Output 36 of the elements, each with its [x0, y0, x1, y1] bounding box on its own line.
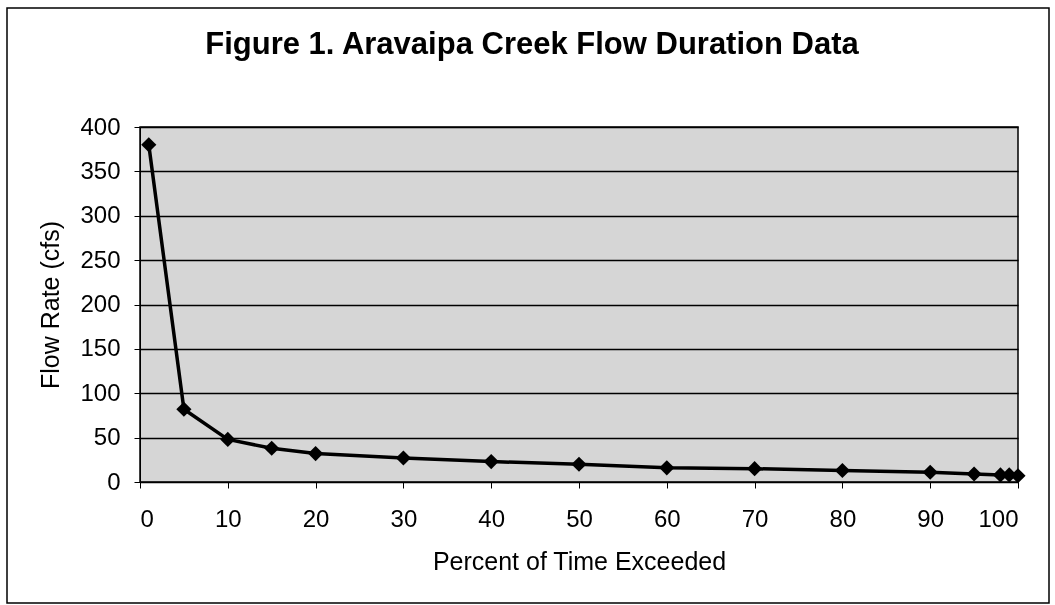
- point: [659, 460, 675, 476]
- point: [571, 456, 587, 472]
- y-axis-title: Flow Rate (cfs): [36, 220, 65, 390]
- x-tick-label: 20: [302, 504, 330, 532]
- x-tick-label: 40: [478, 504, 506, 532]
- chart-title: Figure 1. Aravaipa Creek Flow Duration Data: [205, 25, 860, 61]
- point: [834, 462, 850, 479]
- x-tick-label: 10: [214, 504, 242, 532]
- x-tick-label: 0: [140, 504, 154, 532]
- point: [395, 450, 411, 466]
- y-tick-label: 100: [80, 378, 121, 406]
- point: [483, 454, 499, 470]
- point: [747, 461, 763, 477]
- y-tick-label: 300: [80, 201, 121, 229]
- point: [176, 401, 192, 417]
- point: [141, 137, 157, 153]
- y-tick-label: 250: [80, 245, 121, 273]
- y-tick-label: 50: [93, 423, 121, 451]
- x-axis-title: Percent of Time Exceeded: [432, 546, 727, 575]
- point: [308, 446, 324, 462]
- x-tick-label: 100: [978, 504, 1019, 532]
- y-tick-label: 400: [80, 112, 121, 140]
- y-tick-label: 350: [80, 156, 121, 184]
- y-tick-label: 200: [80, 290, 121, 317]
- point: [220, 431, 236, 447]
- x-tick-label: 30: [390, 504, 418, 532]
- y-tick-label: 150: [80, 334, 121, 362]
- x-tick-label: 60: [653, 504, 681, 532]
- x-tick-label: 90: [917, 504, 945, 532]
- x-tick-label: 70: [741, 504, 769, 532]
- point: [922, 464, 938, 480]
- x-tick-label: 50: [566, 504, 593, 532]
- point: [966, 466, 982, 482]
- x-tick-label: 80: [829, 504, 857, 532]
- point: [264, 440, 280, 456]
- y-tick-label: 0: [107, 467, 121, 495]
